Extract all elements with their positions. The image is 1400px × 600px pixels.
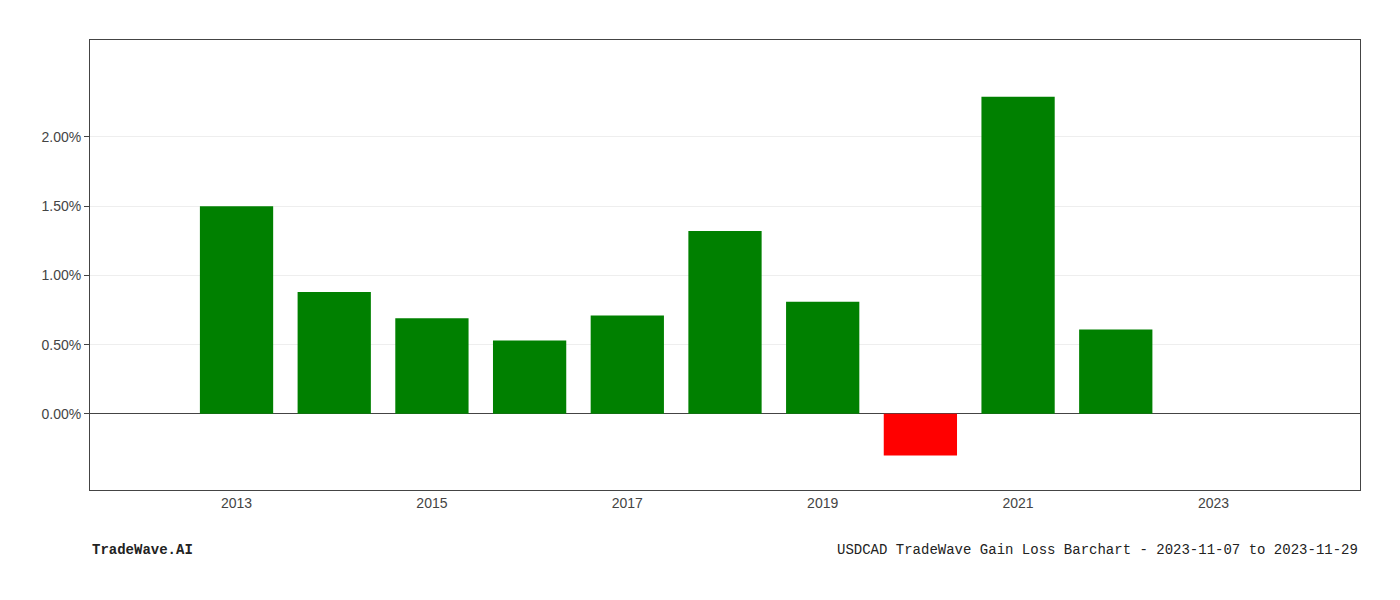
svg-text:2013: 2013: [221, 495, 252, 511]
svg-text:0.00%: 0.00%: [41, 406, 81, 422]
svg-text:1.50%: 1.50%: [41, 198, 81, 214]
svg-text:2019: 2019: [807, 495, 838, 511]
svg-text:USDCAD TradeWave Gain Loss Bar: USDCAD TradeWave Gain Loss Barchart - 20…: [837, 542, 1358, 558]
svg-text:2023: 2023: [1198, 495, 1229, 511]
svg-text:TradeWave.AI: TradeWave.AI: [92, 542, 193, 558]
svg-text:2.00%: 2.00%: [41, 129, 81, 145]
svg-text:2017: 2017: [612, 495, 643, 511]
svg-text:1.00%: 1.00%: [41, 267, 81, 283]
svg-text:2021: 2021: [1003, 495, 1034, 511]
svg-text:2015: 2015: [416, 495, 447, 511]
svg-text:0.50%: 0.50%: [41, 337, 81, 353]
